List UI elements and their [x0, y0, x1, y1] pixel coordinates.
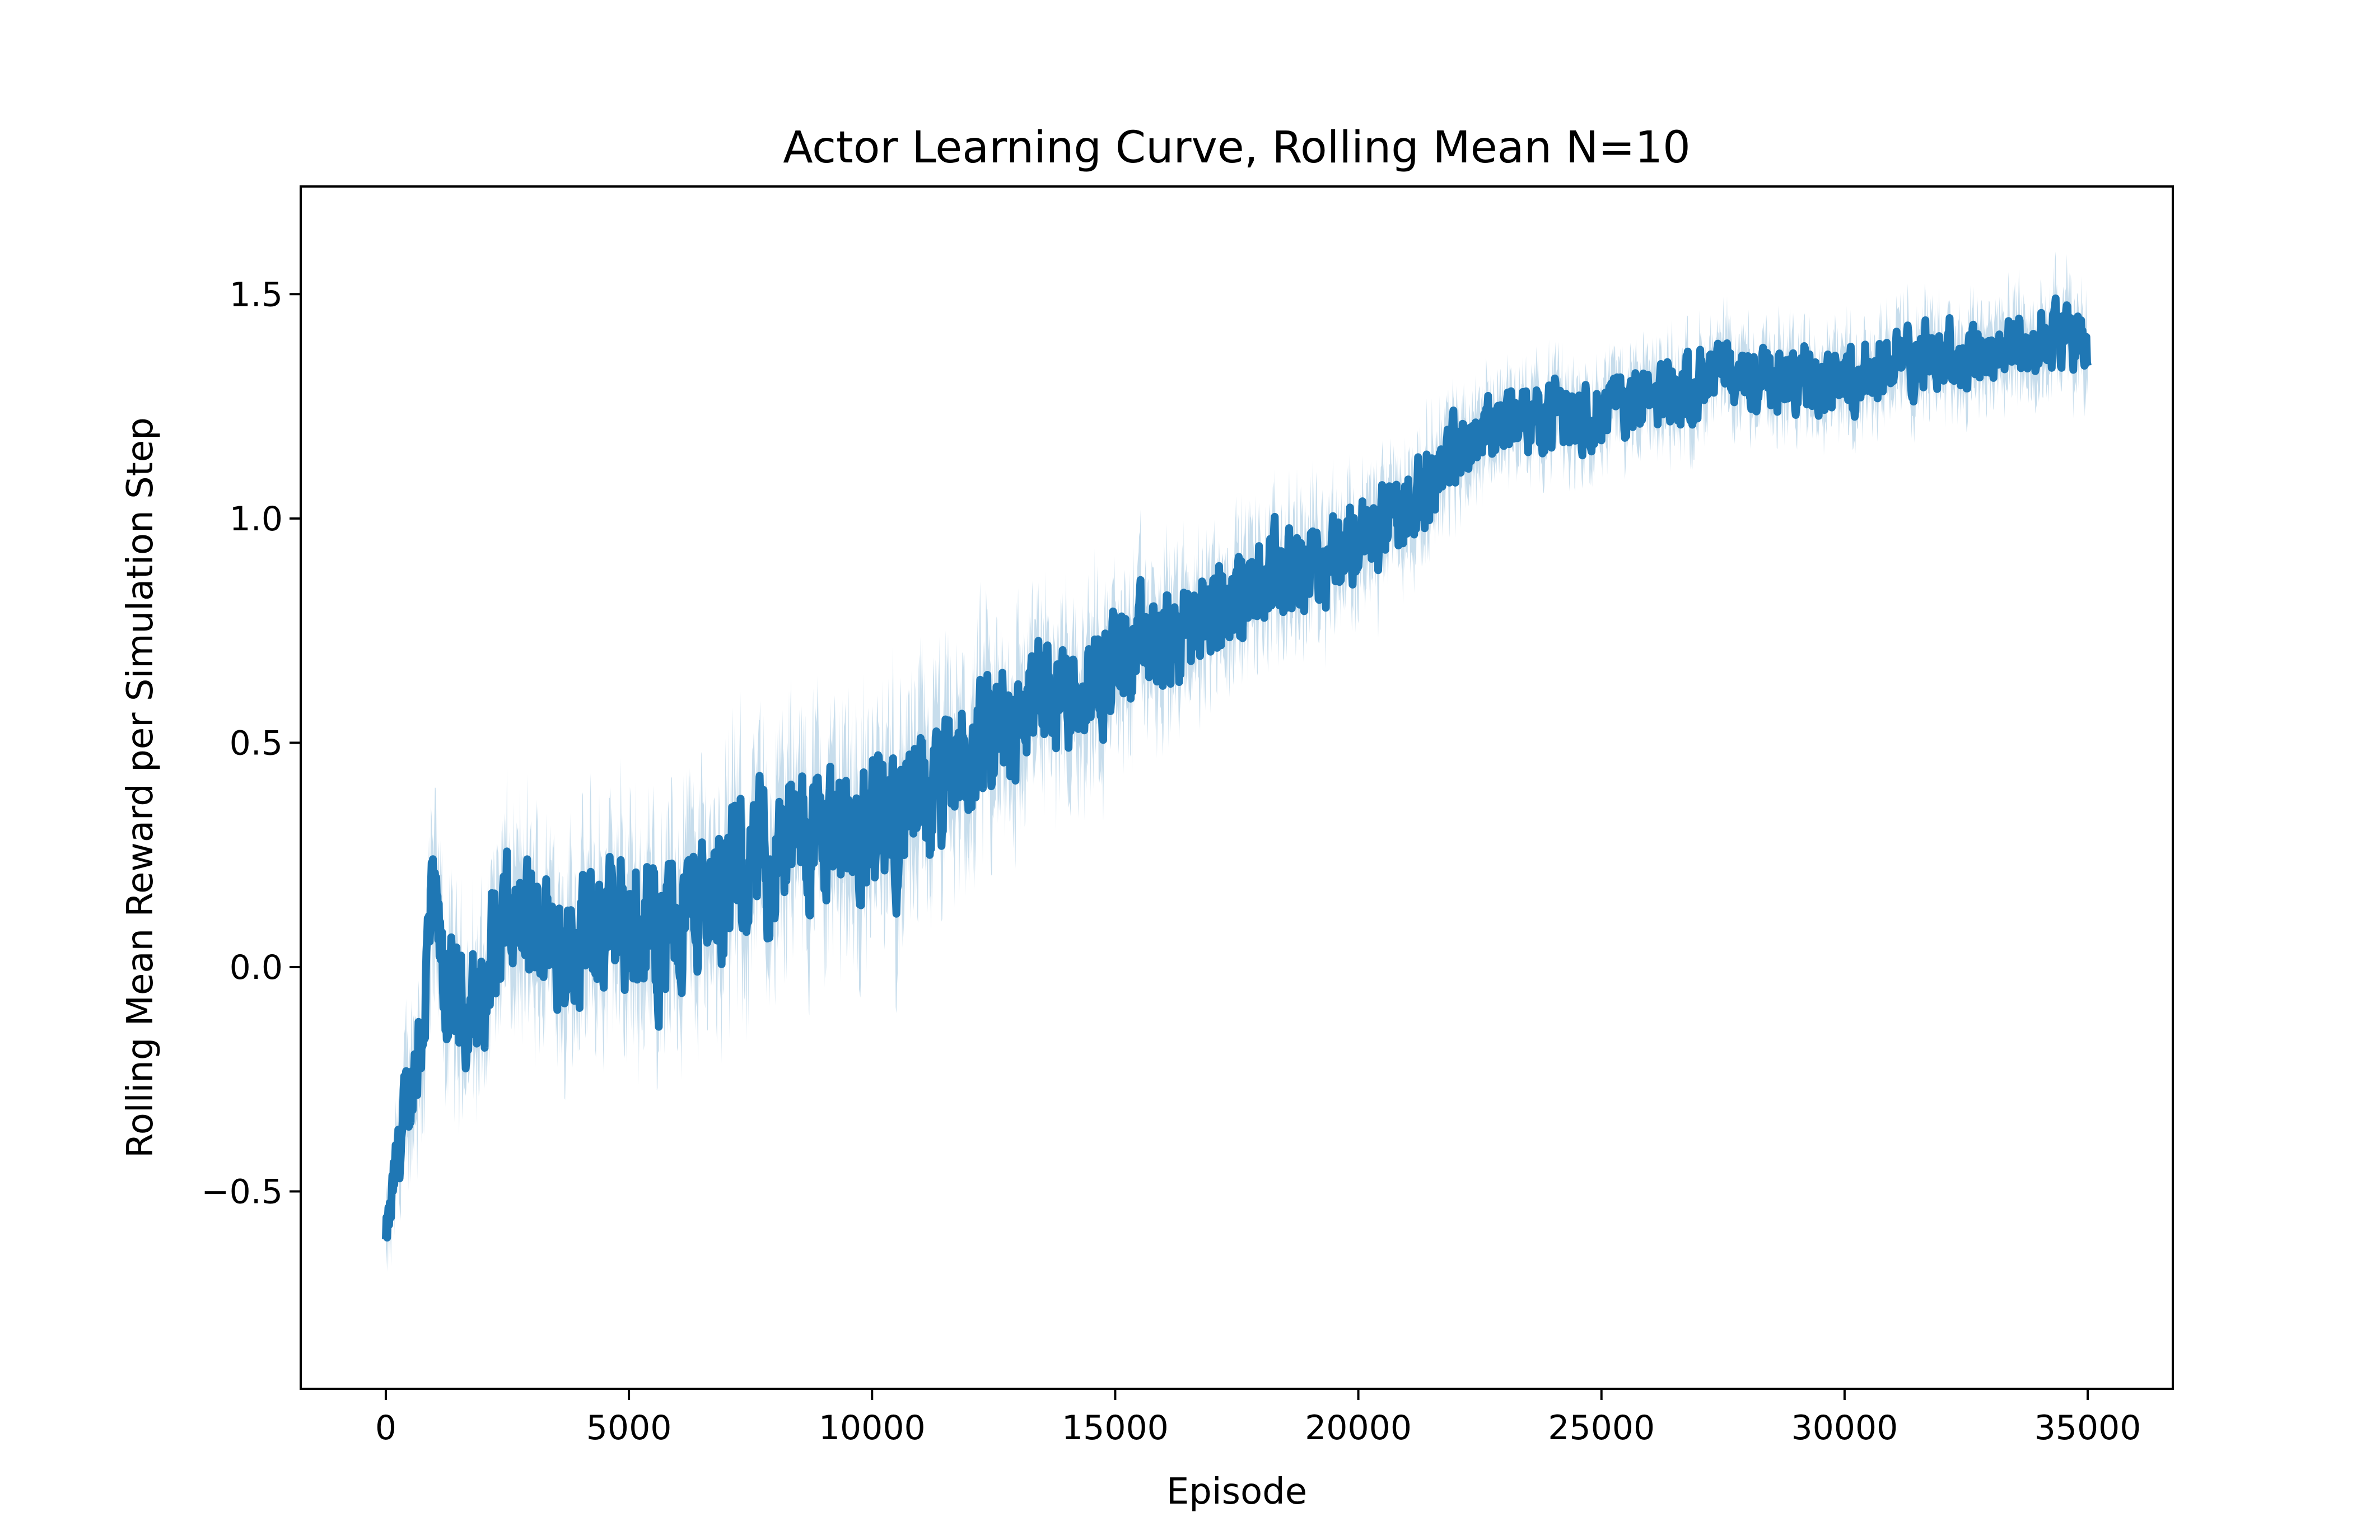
y-axis-ticks: −0.5 0.0 0.5 1.0 1.5 — [201, 275, 301, 1212]
x-tick-label: 35000 — [2034, 1408, 2141, 1448]
x-tick-label: 25000 — [1548, 1408, 1655, 1448]
y-tick-label: 0.0 — [230, 948, 283, 987]
chart-title: Actor Learning Curve, Rolling Mean N=10 — [783, 123, 1691, 173]
plot-layer — [382, 251, 2092, 1272]
y-tick-label: 1.0 — [230, 500, 283, 539]
x-tick-label: 20000 — [1305, 1408, 1412, 1448]
plot-frame — [300, 185, 2174, 1390]
y-axis-label: Rolling Mean Reward per Simulation Step — [120, 417, 161, 1158]
x-axis-label: Episode — [1166, 1471, 1307, 1513]
x-tick-label: 0 — [375, 1408, 396, 1448]
x-axis-ticks: 0 5000 10000 15000 20000 25000 30000 35000 — [375, 1389, 2141, 1448]
x-tick-label: 10000 — [819, 1408, 926, 1448]
y-tick-label: 0.5 — [230, 724, 283, 763]
x-tick-label: 15000 — [1062, 1408, 1169, 1448]
y-tick-label: −0.5 — [201, 1173, 283, 1212]
x-tick-label: 30000 — [1791, 1408, 1898, 1448]
x-tick-label: 5000 — [586, 1408, 672, 1448]
y-tick-label: 1.5 — [230, 275, 283, 314]
series-line — [382, 294, 2092, 1242]
